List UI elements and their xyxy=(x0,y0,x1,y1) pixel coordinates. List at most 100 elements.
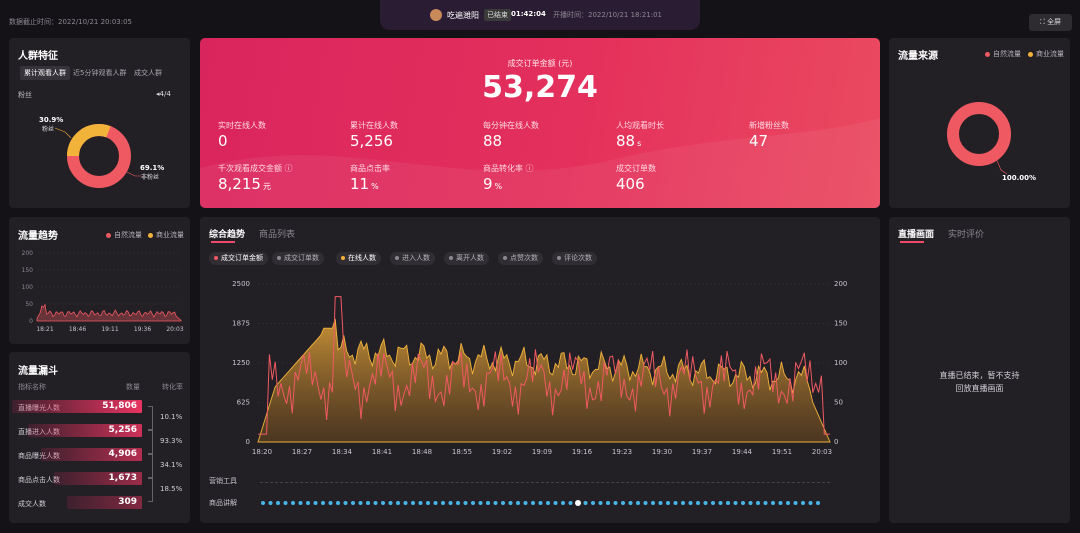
tab-live-screen[interactable]: 直播画面 xyxy=(898,230,935,240)
tab-total-viewers[interactable]: 累计观看人群 xyxy=(20,66,70,80)
metric-chip[interactable]: 离开人数 xyxy=(444,252,489,265)
explain-marker[interactable] xyxy=(606,501,610,505)
tab-buyers[interactable]: 成交人群 xyxy=(134,69,162,77)
explain-marker[interactable] xyxy=(681,501,685,505)
explain-marker[interactable] xyxy=(493,501,498,505)
metric-chip[interactable]: 在线人数 xyxy=(336,252,381,265)
explain-marker[interactable] xyxy=(531,501,535,505)
explain-marker[interactable] xyxy=(598,501,603,505)
tab-overall-trend[interactable]: 综合趋势 xyxy=(209,230,246,240)
explain-marker[interactable] xyxy=(793,501,798,505)
explain-marker[interactable] xyxy=(298,501,303,505)
explain-marker[interactable] xyxy=(471,501,475,505)
explain-marker[interactable] xyxy=(733,501,738,505)
explain-marker[interactable] xyxy=(283,501,288,505)
explain-marker[interactable] xyxy=(411,501,415,505)
explain-marker[interactable] xyxy=(291,501,295,505)
explain-marker[interactable] xyxy=(575,500,581,506)
explain-marker[interactable] xyxy=(516,501,520,505)
explain-marker[interactable] xyxy=(336,501,340,505)
explain-marker[interactable] xyxy=(816,501,820,505)
funnel-bracket xyxy=(148,478,153,502)
explain-marker[interactable] xyxy=(703,501,708,505)
explain-marker[interactable] xyxy=(741,501,745,505)
explain-marker[interactable] xyxy=(546,501,550,505)
explain-marker[interactable] xyxy=(433,501,438,505)
explain-marker[interactable] xyxy=(358,501,363,505)
explain-marker[interactable] xyxy=(403,501,408,505)
metric-chip[interactable]: 评论次数 xyxy=(552,252,597,265)
tab-live-comments[interactable]: 实时评价 xyxy=(948,230,985,240)
explain-marker[interactable] xyxy=(591,501,595,505)
explain-marker[interactable] xyxy=(388,501,393,505)
explain-marker[interactable] xyxy=(643,501,648,505)
explain-marker[interactable] xyxy=(786,501,790,505)
explain-marker[interactable] xyxy=(561,501,565,505)
tab-recent-viewers[interactable]: 近5分钟观看人群 xyxy=(73,69,127,77)
explain-marker[interactable] xyxy=(538,501,543,505)
metric-label: 成交订单数 xyxy=(616,164,656,173)
explain-marker[interactable] xyxy=(486,501,490,505)
fullscreen-button[interactable]: ⛶ 全屏 xyxy=(1029,14,1072,31)
metric-chip[interactable]: 进入人数 xyxy=(390,252,435,265)
explain-marker[interactable] xyxy=(711,501,715,505)
explain-marker[interactable] xyxy=(673,501,678,505)
funnel-bracket xyxy=(148,406,153,430)
explain-marker[interactable] xyxy=(621,501,625,505)
explain-marker[interactable] xyxy=(658,501,663,505)
explain-marker[interactable] xyxy=(276,501,280,505)
explain-marker[interactable] xyxy=(268,501,273,505)
explain-marker[interactable] xyxy=(771,501,775,505)
explain-marker[interactable] xyxy=(726,501,730,505)
explain-marker[interactable] xyxy=(801,501,805,505)
explain-marker[interactable] xyxy=(456,501,460,505)
explain-marker[interactable] xyxy=(636,501,640,505)
explain-marker[interactable] xyxy=(313,501,318,505)
live-duration: 01:42:04 xyxy=(511,10,546,18)
explain-marker[interactable] xyxy=(321,501,325,505)
explain-marker[interactable] xyxy=(441,501,445,505)
explain-marker[interactable] xyxy=(583,501,588,505)
explain-marker[interactable] xyxy=(718,501,723,505)
explain-marker[interactable] xyxy=(778,501,783,505)
explain-marker[interactable] xyxy=(756,501,760,505)
explain-marker[interactable] xyxy=(688,501,693,505)
tab-product-list[interactable]: 商品列表 xyxy=(259,230,296,240)
prev-icon[interactable]: ◂ xyxy=(156,90,160,98)
explain-marker[interactable] xyxy=(651,501,655,505)
metric-chip[interactable]: 成交订单金额 xyxy=(209,252,268,265)
explain-marker[interactable] xyxy=(501,501,505,505)
explain-marker[interactable] xyxy=(808,501,813,505)
donut-group xyxy=(67,124,131,188)
fans-label: 粉丝 xyxy=(42,125,54,133)
explain-marker[interactable] xyxy=(696,501,700,505)
explain-marker[interactable] xyxy=(396,501,400,505)
metric-chip[interactable]: 成交订单数 xyxy=(272,252,324,265)
explain-marker[interactable] xyxy=(366,501,370,505)
explain-marker[interactable] xyxy=(426,501,430,505)
explain-marker[interactable] xyxy=(523,501,528,505)
explain-marker[interactable] xyxy=(306,501,310,505)
explain-marker[interactable] xyxy=(553,501,558,505)
pager[interactable]: ◂4/4 xyxy=(156,90,171,98)
explain-marker[interactable] xyxy=(568,501,573,505)
explain-marker[interactable] xyxy=(381,501,385,505)
explain-marker[interactable] xyxy=(666,501,670,505)
explain-marker[interactable] xyxy=(463,501,468,505)
explain-marker[interactable] xyxy=(343,501,348,505)
explain-marker[interactable] xyxy=(351,501,355,505)
explain-marker[interactable] xyxy=(628,501,633,505)
explain-marker[interactable] xyxy=(763,501,768,505)
legend-text: 自然流量 xyxy=(114,231,142,239)
explain-marker[interactable] xyxy=(613,501,618,505)
metric-chip[interactable]: 点赞次数 xyxy=(498,252,543,265)
explain-marker[interactable] xyxy=(508,501,513,505)
explain-marker[interactable] xyxy=(418,501,423,505)
explain-marker[interactable] xyxy=(261,501,265,505)
explain-marker[interactable] xyxy=(328,501,333,505)
explain-marker[interactable] xyxy=(373,501,378,505)
metric-value: 9% xyxy=(483,175,502,193)
explain-marker[interactable] xyxy=(448,501,453,505)
explain-marker[interactable] xyxy=(478,501,483,505)
explain-marker[interactable] xyxy=(748,501,753,505)
